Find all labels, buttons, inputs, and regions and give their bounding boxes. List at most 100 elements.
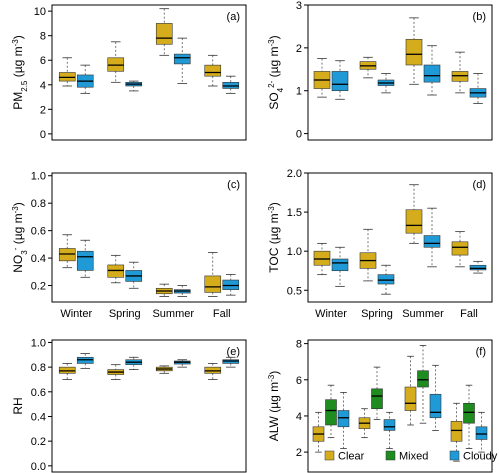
- y-tick-label: 2.0: [287, 168, 302, 180]
- box-cloudy-summer: [173, 359, 191, 368]
- y-axis-label: NO3- (µg m-3): [11, 202, 29, 273]
- y-tick-label: 2: [296, 447, 302, 459]
- y-axis-label: SO42- (µg m-3): [267, 35, 285, 109]
- box-cloudy-winter: [331, 60, 349, 100]
- box-clear-fall: [451, 51, 469, 94]
- box-cloudy-winter: [331, 246, 349, 287]
- y-tick-label: 1.0: [31, 171, 46, 183]
- plot-frame: [307, 339, 493, 473]
- box-cloudy-winter: [337, 392, 350, 449]
- box-iqr: [155, 23, 173, 45]
- box-cloudy-summer: [173, 285, 191, 297]
- y-axis-label: TOC (µg m-3): [267, 202, 282, 273]
- y-tick-label: 0.5: [287, 285, 302, 297]
- box-clear-summer: [155, 365, 173, 374]
- box-cloudy-spring: [125, 261, 143, 289]
- box-clear-summer: [155, 283, 173, 297]
- y-tick-label: 0.8: [31, 198, 46, 210]
- box-clear-fall: [204, 54, 222, 87]
- box-iqr: [313, 250, 331, 266]
- y-tick-label: 6: [296, 375, 302, 387]
- box-iqr: [451, 241, 469, 256]
- y-tick-label: 6: [40, 55, 46, 67]
- y-tick-label: 10: [34, 6, 46, 18]
- y-tick-label: 0.0: [31, 461, 46, 473]
- x-tick-label: Summer: [152, 308, 194, 320]
- y-tick-label: 0: [40, 129, 46, 141]
- legend-label-clear: Clear: [338, 451, 365, 463]
- y-tick-label: 0.2: [31, 436, 46, 448]
- panel-c: Winter Spring Summer Fall 0.2 0.4 0.6 0.8 1.0 (c)…: [11, 171, 247, 320]
- box-iqr: [377, 274, 395, 285]
- box-cloudy-summer: [423, 45, 441, 96]
- box-iqr: [173, 53, 191, 65]
- y-tick-label: 3: [296, 0, 302, 12]
- legend-swatch-clear: [324, 450, 335, 461]
- panel-label: (f): [476, 346, 486, 358]
- box-iqr: [417, 370, 429, 388]
- y-tick-label: 4: [40, 80, 46, 92]
- y-tick-label: 1.5: [287, 207, 302, 219]
- box-clear-spring: [107, 254, 125, 284]
- y-tick-label: 0.6: [31, 226, 46, 238]
- box-cloudy-spring: [377, 73, 395, 94]
- box-cloudy-fall: [222, 356, 240, 368]
- box-clear-winter: [313, 242, 331, 276]
- box-clear-fall: [451, 231, 469, 268]
- box-clear-summer: [405, 184, 423, 244]
- legend: Clear Mixed Cloudy: [324, 450, 498, 463]
- box-mixed-fall: [463, 384, 475, 449]
- box-cloudy-fall: [222, 274, 240, 296]
- box-iqr: [469, 264, 487, 271]
- box-cloudy-winter: [76, 64, 94, 94]
- y-axis-label: ALW (µg m-3): [267, 371, 282, 442]
- box-cloudy-winter: [76, 239, 94, 278]
- panel-d: Winter Spring Summer Fall 0.5 1.0 1.5 2.0 (d) TOC…: [267, 168, 493, 320]
- x-tick-label: Spring: [361, 308, 393, 320]
- x-tick-label: Winter: [315, 308, 347, 320]
- plot-frame: [51, 172, 247, 303]
- plot-frame: [51, 4, 247, 141]
- box-cloudy-spring: [383, 411, 396, 449]
- box-cloudy-summer: [173, 37, 191, 84]
- box-iqr: [204, 64, 222, 77]
- y-tick-label: 0.6: [31, 387, 46, 399]
- box-iqr: [107, 264, 125, 278]
- x-tick-label: Summer: [402, 308, 444, 320]
- box-clear-winter: [312, 411, 325, 453]
- panel-f: 2 4 6 8 (f) ALW (µg m-3): [267, 339, 493, 473]
- legend-swatch-cloudy: [449, 450, 460, 461]
- box-cloudy-fall: [222, 75, 240, 94]
- box-cloudy-spring: [125, 356, 143, 371]
- x-tick-label: Winter: [60, 308, 92, 320]
- box-iqr: [76, 250, 94, 271]
- legend-swatch-mixed: [385, 450, 396, 461]
- y-tick-label: 0.4: [31, 411, 46, 423]
- box-clear-summer: [404, 355, 417, 426]
- box-iqr: [331, 71, 349, 92]
- y-tick-label: 0.8: [31, 362, 46, 374]
- y-tick-label: 0: [296, 129, 302, 141]
- panel-label: (d): [473, 179, 486, 191]
- box-mixed-spring: [371, 366, 383, 420]
- y-tick-label: 4: [296, 411, 302, 423]
- box-iqr: [325, 399, 337, 426]
- box-clear-spring: [359, 228, 377, 282]
- box-iqr: [331, 258, 349, 272]
- box-cloudy-fall: [469, 260, 487, 274]
- box-iqr: [450, 421, 463, 442]
- y-tick-label: 1.0: [287, 246, 302, 258]
- box-cloudy-spring: [125, 80, 143, 92]
- y-tick-label: 2: [40, 104, 46, 116]
- y-tick-label: 2: [296, 43, 302, 55]
- box-iqr: [204, 275, 222, 293]
- panel-label: (e): [227, 346, 240, 358]
- box-iqr: [423, 235, 441, 248]
- panel-a: 0 2 4 6 8 10 (a) PM2.5 (µg m-3): [11, 4, 247, 141]
- box-clear-summer: [155, 8, 173, 56]
- box-mixed-summer: [417, 345, 429, 424]
- box-clear-spring: [359, 56, 377, 79]
- box-iqr: [404, 386, 417, 411]
- box-cloudy-summer: [423, 207, 441, 268]
- y-tick-label: 0.2: [31, 281, 46, 293]
